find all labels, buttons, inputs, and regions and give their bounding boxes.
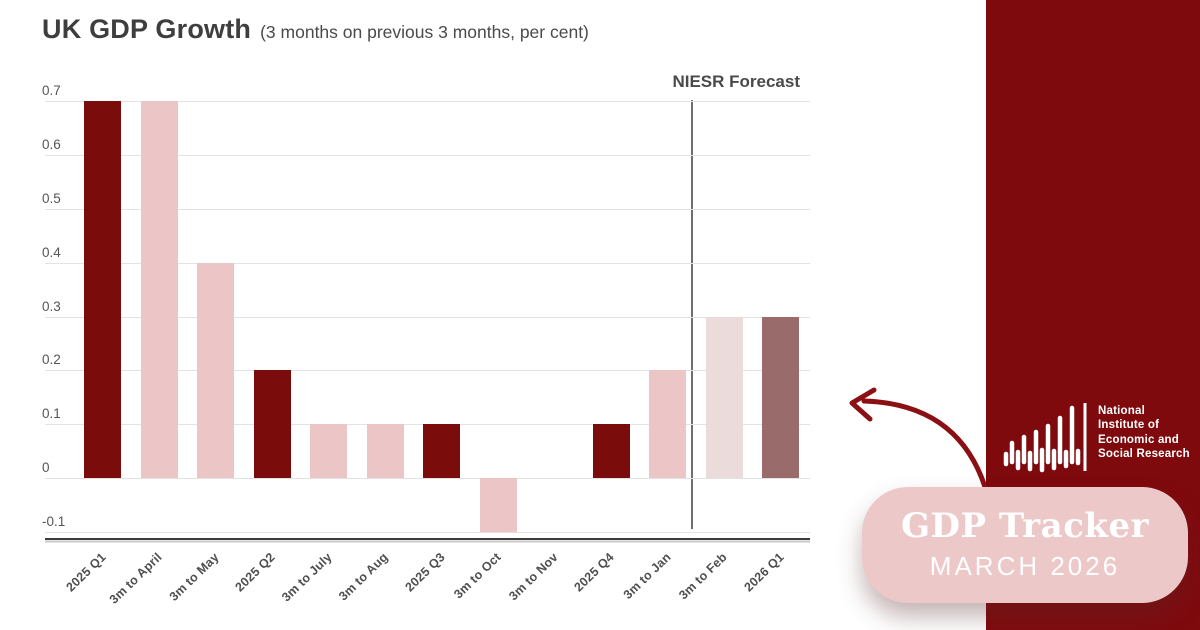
- y-tick-label: -0.1: [42, 514, 66, 529]
- bar-3m-to-feb: [705, 316, 743, 479]
- gridline: [45, 532, 810, 533]
- bar-3m-to-july: [310, 424, 347, 479]
- bar-3m-to-jan: [649, 370, 686, 479]
- forecast-label: NIESR Forecast: [672, 72, 800, 91]
- badge-subtitle: MARCH 2026: [929, 550, 1121, 581]
- bar-2025-q4: [592, 424, 630, 479]
- chart-subtitle: (3 months on previous 3 months, per cent…: [260, 22, 589, 42]
- chart-title: UK GDP Growth: [42, 14, 252, 44]
- niesr-logo: National Institute of Economic and Socia…: [1002, 396, 1190, 480]
- gridline: [45, 262, 810, 264]
- gdp-tracker-badge: GDP Tracker MARCH 2026: [862, 487, 1188, 603]
- x-axis-line: [45, 538, 810, 540]
- y-tick-label: 0.3: [42, 298, 61, 314]
- y-tick-label: 0.6: [42, 136, 61, 152]
- y-tick-label: 0.2: [42, 352, 61, 368]
- bar-3m-to-aug: [366, 424, 404, 479]
- gridline: [45, 370, 810, 372]
- y-tick-label: 0.5: [42, 190, 61, 206]
- logo-line-3: Economic and: [1098, 433, 1179, 446]
- niesr-waveform-icon: [1003, 403, 1087, 473]
- gridline: [45, 154, 810, 156]
- gridline: [45, 101, 810, 102]
- badge-title: GDP Tracker: [901, 506, 1149, 547]
- chart-plot: NIESR Forecast 0.7 0.6 0.5 0.4 0.3 0.2 0.1 0 -0.…: [42, 72, 810, 607]
- y-tick-label: 0.1: [42, 406, 61, 422]
- bar-3m-to-may: [197, 262, 234, 479]
- bar-3m-to-april: [140, 101, 178, 479]
- bar-2025-q2: [253, 370, 291, 479]
- gridline: [45, 478, 810, 480]
- y-tick-label: 0: [42, 460, 50, 476]
- logo-line-4: Social Research: [1098, 448, 1190, 461]
- niesr-logo-text: National Institute of Economic and Socia…: [1098, 404, 1190, 462]
- y-tick-label: 0.7: [42, 83, 61, 98]
- forecast-divider-line: [691, 100, 694, 529]
- bar-2025-q3: [423, 424, 460, 479]
- gridline: [45, 316, 810, 318]
- logo-line-2: Institute of: [1098, 419, 1160, 432]
- chart-header: UK GDP Growth (3 months on previous 3 mo…: [42, 14, 589, 45]
- logo-line-1: National: [1098, 405, 1145, 417]
- bar-2025-q1: [84, 101, 121, 479]
- gridline: [45, 208, 810, 210]
- y-tick-label: 0.4: [42, 244, 61, 260]
- bar-2026-q1: [762, 316, 799, 479]
- bar-3m-to-oct: [479, 478, 517, 532]
